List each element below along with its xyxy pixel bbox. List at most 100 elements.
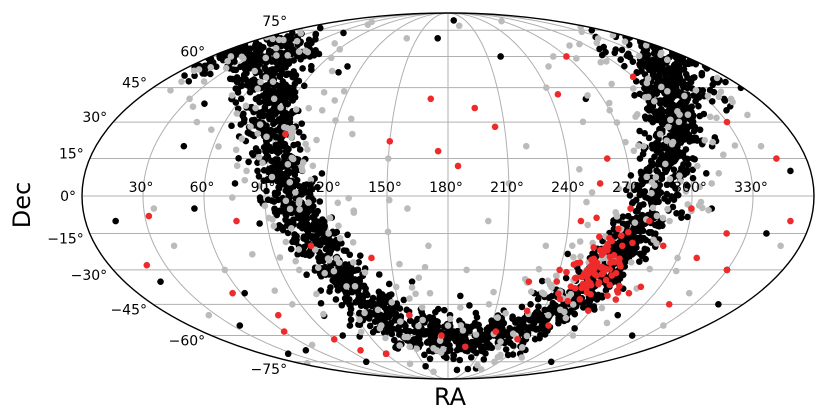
data-point-gray	[325, 230, 332, 237]
data-point-red	[587, 290, 594, 298]
data-point-gray	[242, 102, 250, 110]
data-point-gray	[426, 289, 434, 297]
data-point-black	[406, 327, 413, 335]
data-point-black	[690, 127, 698, 135]
data-point-black	[422, 362, 429, 370]
data-point-gray	[648, 189, 655, 197]
data-point-red	[492, 328, 500, 335]
data-point-gray	[709, 138, 716, 146]
data-point-gray	[302, 47, 309, 55]
data-point-black	[527, 301, 534, 308]
data-point-gray	[674, 254, 681, 262]
data-point-gray	[663, 137, 670, 144]
data-point-black	[317, 24, 324, 32]
data-point-gray	[720, 151, 727, 159]
data-point-gray	[392, 283, 400, 291]
data-point-black	[308, 62, 315, 70]
data-point-gray	[298, 166, 306, 174]
data-point-gray	[641, 93, 649, 101]
data-point-gray	[605, 99, 613, 107]
data-point-gray	[598, 304, 606, 312]
data-point-black	[271, 189, 279, 197]
data-point-black	[628, 332, 636, 339]
data-point-black	[309, 233, 316, 240]
data-point-black	[497, 53, 504, 60]
data-point-red	[590, 265, 598, 273]
data-point-black	[293, 236, 300, 244]
data-point-gray	[570, 253, 577, 261]
data-point-black	[434, 34, 441, 42]
data-point-gray	[272, 44, 280, 52]
data-point-red	[545, 322, 552, 329]
data-point-gray	[361, 269, 369, 276]
data-point-red	[491, 123, 499, 131]
data-point-black	[344, 273, 352, 281]
ra-tick-label: 330°	[734, 180, 768, 196]
data-point-gray	[522, 142, 530, 150]
x-axis-label: RA	[434, 383, 467, 411]
data-point-gray	[254, 130, 262, 137]
data-point-red	[576, 296, 584, 303]
data-point-black	[346, 310, 354, 317]
data-point-gray	[313, 290, 320, 298]
data-point-gray	[527, 288, 535, 295]
data-point-red	[593, 214, 600, 222]
data-point-red	[573, 274, 580, 282]
data-point-gray	[330, 267, 338, 275]
data-point-gray	[269, 78, 277, 86]
data-point-gray	[444, 322, 452, 329]
data-point-black	[362, 289, 370, 296]
data-point-black	[331, 230, 338, 237]
data-point-black	[256, 220, 263, 227]
data-point-black	[502, 346, 510, 353]
data-point-black	[653, 167, 660, 174]
data-point-gray	[228, 92, 236, 99]
data-point-gray	[419, 316, 426, 324]
data-point-red	[596, 180, 604, 187]
data-point-gray	[421, 263, 429, 271]
data-point-black	[665, 154, 673, 162]
data-point-gray	[594, 35, 602, 42]
data-point-gray	[708, 180, 716, 187]
data-point-red	[606, 265, 614, 273]
data-point-red	[584, 307, 592, 315]
data-point-black	[287, 245, 295, 253]
data-point-black	[278, 81, 286, 89]
data-point-gray	[271, 287, 279, 295]
data-point-black	[299, 65, 306, 72]
data-point-gray	[275, 36, 283, 44]
data-point-black	[347, 316, 355, 324]
data-point-red	[598, 251, 606, 259]
data-point-black	[316, 198, 324, 205]
data-point-red	[583, 285, 590, 293]
data-point-red	[598, 270, 606, 278]
data-point-black	[680, 83, 687, 91]
data-point-black	[322, 264, 329, 271]
data-point-black	[366, 322, 374, 330]
data-point-black	[498, 332, 505, 340]
data-point-gray	[320, 310, 327, 318]
data-point-black	[331, 243, 339, 251]
data-point-red	[588, 256, 595, 264]
data-point-black	[689, 155, 697, 162]
data-point-black	[248, 116, 256, 124]
data-point-gray	[190, 67, 198, 75]
data-point-red	[723, 230, 730, 237]
data-point-black	[676, 68, 683, 75]
data-point-gray	[178, 78, 185, 85]
dec-tick-label: −60°	[169, 334, 206, 350]
data-point-gray	[676, 172, 683, 179]
data-point-black	[252, 41, 259, 49]
data-point-gray	[259, 159, 266, 167]
data-point-black	[652, 63, 660, 71]
data-point-black	[201, 62, 209, 70]
data-point-gray	[357, 328, 365, 336]
data-point-black	[617, 56, 624, 63]
data-point-black	[413, 335, 420, 343]
data-point-red	[145, 212, 153, 220]
data-point-black	[290, 90, 297, 98]
data-point-red	[233, 217, 240, 225]
data-point-gray	[356, 316, 363, 323]
data-point-black	[623, 222, 631, 230]
data-point-gray	[649, 204, 657, 212]
